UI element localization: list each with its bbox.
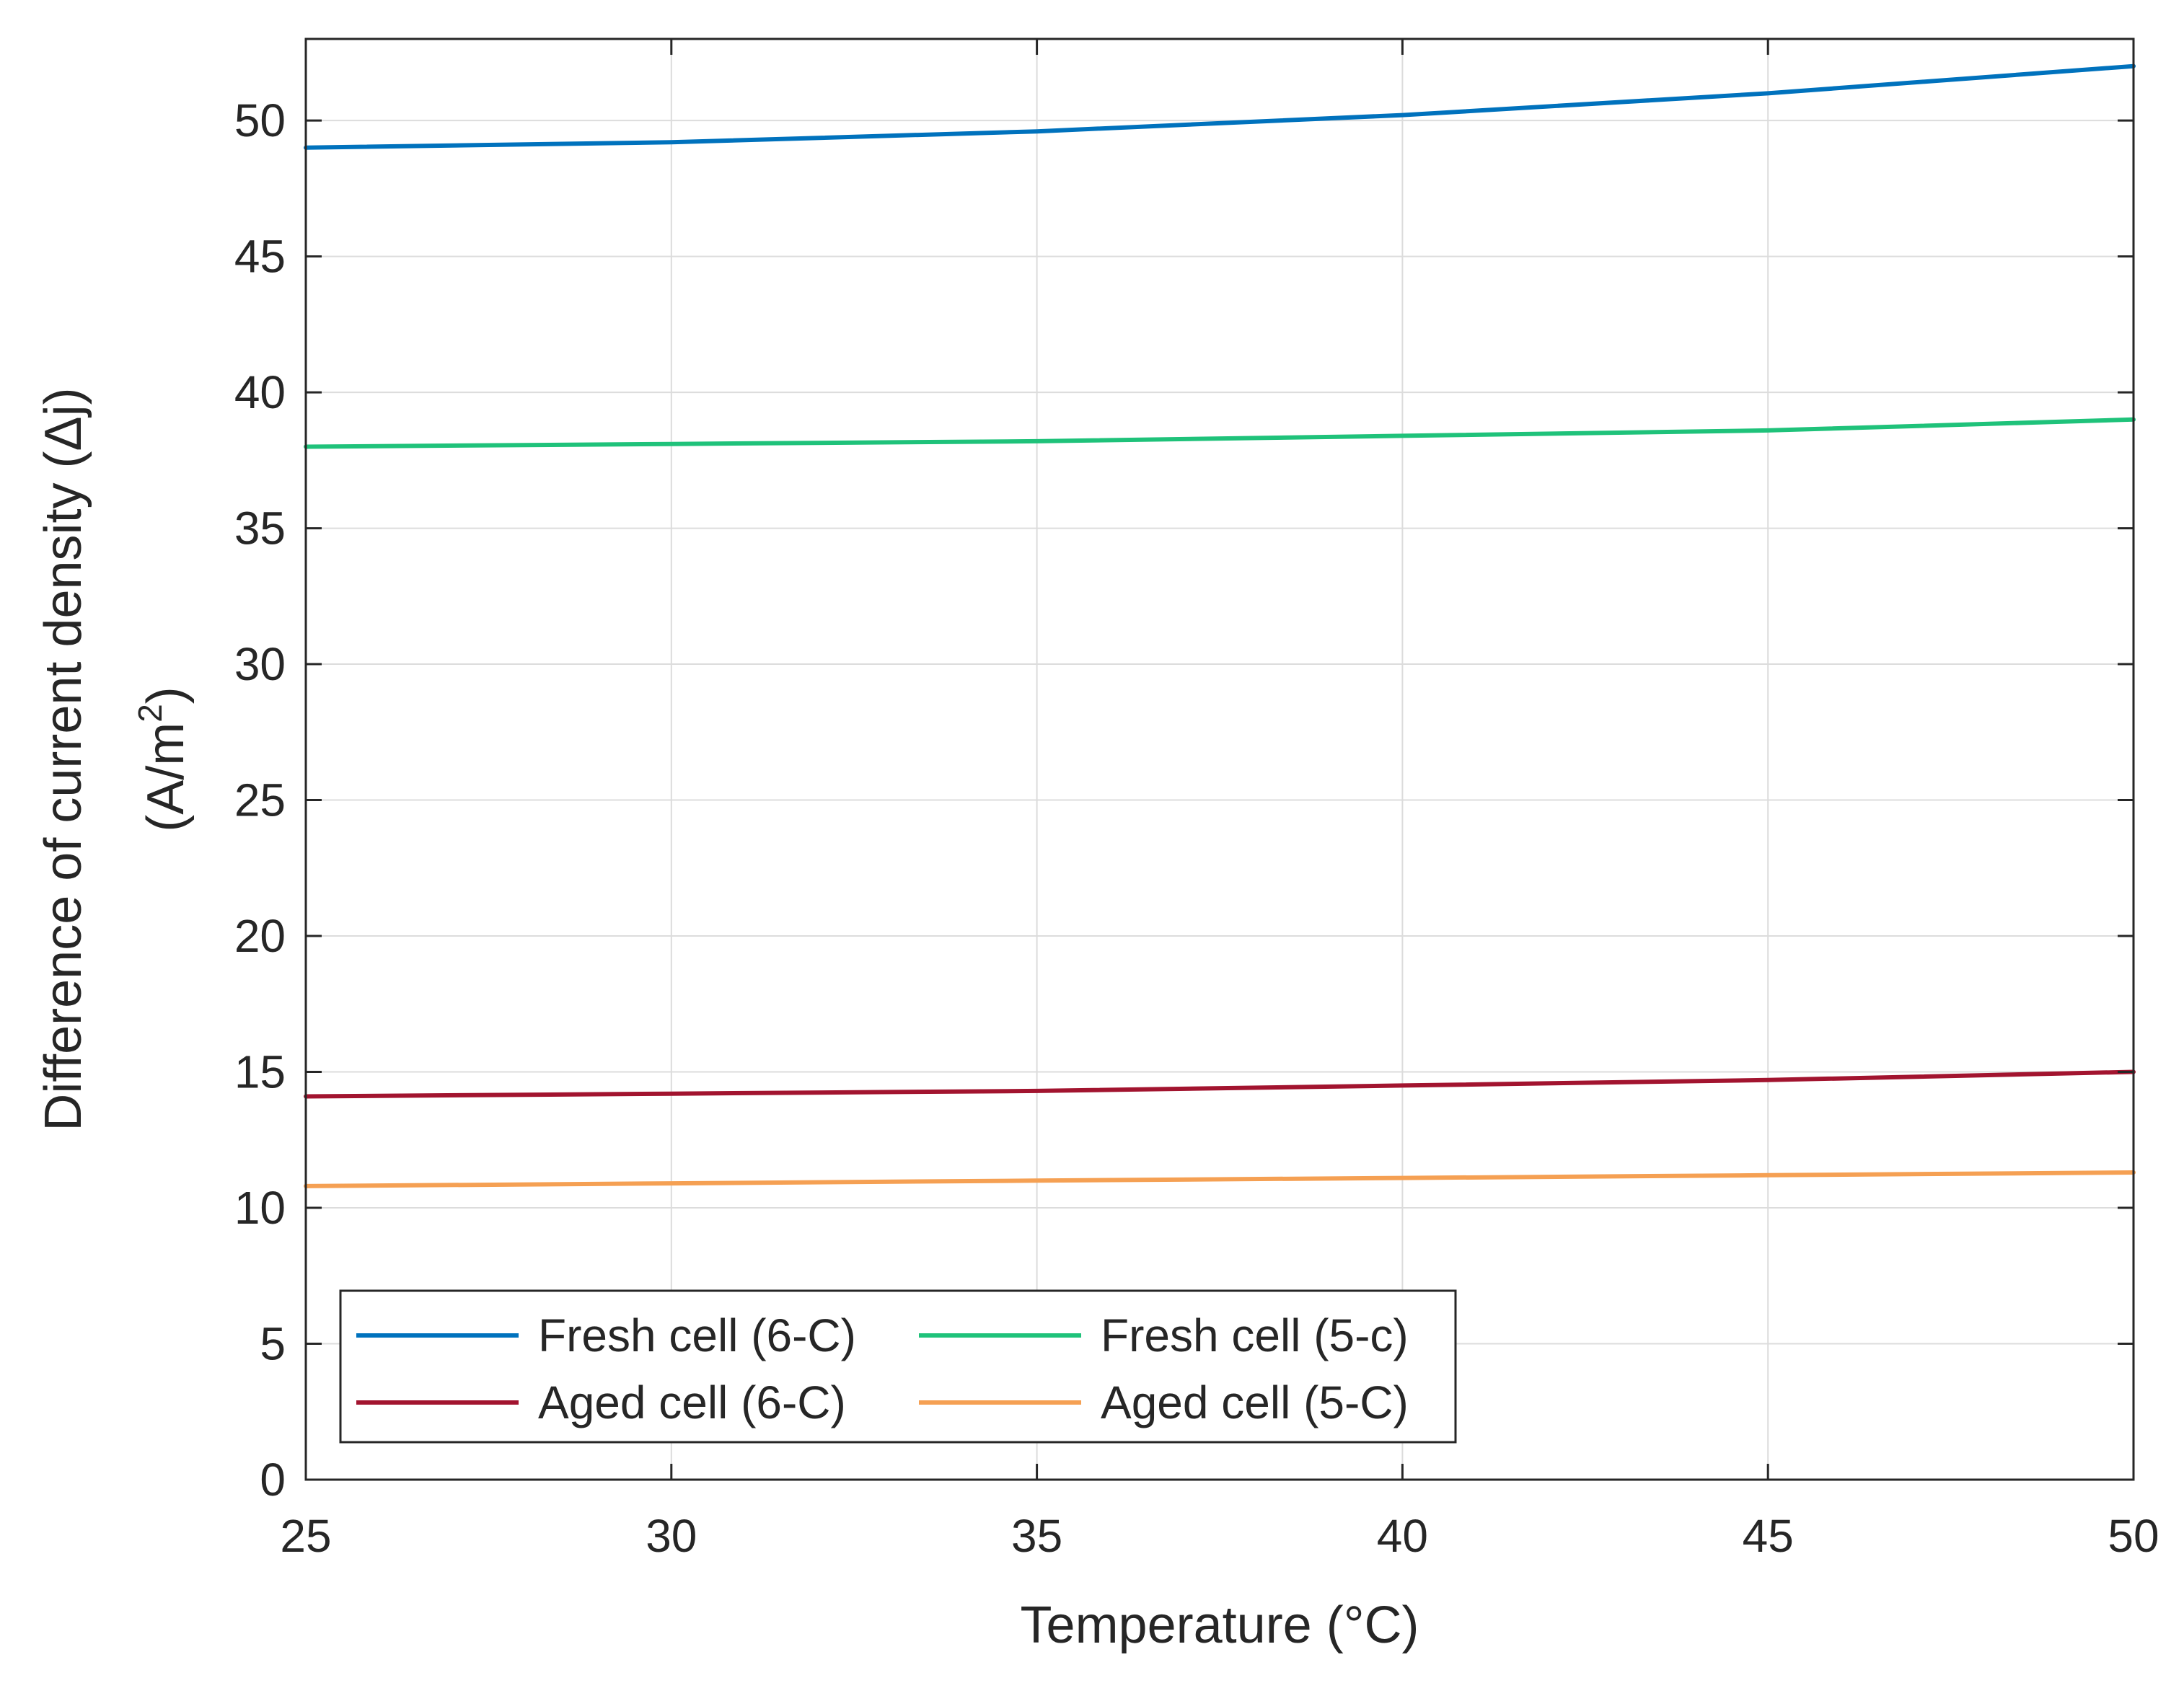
- y-tick-label: 50: [234, 94, 286, 146]
- x-tick-labels: 25 30 35 40 45 50: [280, 1510, 2159, 1562]
- plot-frame: [304, 37, 2135, 1481]
- ticks: [304, 39, 2135, 1481]
- x-axis-title: Temperature (°C): [1021, 1596, 1419, 1654]
- y-tick-label: 40: [234, 366, 286, 418]
- y-tick-label: 15: [234, 1046, 286, 1098]
- series-line: [304, 63, 2136, 150]
- y-axis-unit-superscript: 2: [131, 704, 169, 723]
- y-tick-label: 10: [234, 1182, 286, 1234]
- legend-label: Aged cell (6-C): [538, 1377, 846, 1428]
- series-line: [304, 417, 2136, 449]
- y-axis-title: Difference of current density (Δj) (A/m2…: [35, 387, 195, 1131]
- legend-label: Fresh cell (5-c): [1101, 1309, 1409, 1361]
- y-axis-title-line2: (A/m2): [131, 686, 195, 832]
- x-tick-label: 50: [2108, 1510, 2159, 1562]
- series-line: [304, 1170, 2136, 1188]
- x-tick-label: 35: [1011, 1510, 1062, 1562]
- y-tick-label: 35: [234, 503, 286, 555]
- legend-label: Fresh cell (6-C): [538, 1309, 856, 1361]
- legend-box: [339, 1289, 1457, 1444]
- y-tick-label: 5: [260, 1318, 286, 1370]
- y-axis-unit-suffix: ): [137, 686, 195, 704]
- x-tick-label: 30: [646, 1510, 697, 1562]
- y-tick-label: 0: [260, 1454, 286, 1506]
- series-line: [304, 1069, 2136, 1099]
- y-tick-label: 45: [234, 231, 286, 283]
- y-tick-label: 25: [234, 774, 286, 826]
- series-group: [304, 63, 2136, 1188]
- y-tick-labels: 0 5 10 15 20 25 30 35 40 45 50: [234, 94, 286, 1506]
- y-axis-unit-prefix: (A/m: [137, 723, 195, 832]
- y-tick-label: 20: [234, 910, 286, 962]
- x-tick-label: 45: [1743, 1510, 1794, 1562]
- plot-area: [306, 39, 2134, 1480]
- y-tick-label: 30: [234, 638, 286, 690]
- legend: Fresh cell (6-C) Fresh cell (5-c) Aged cel…: [339, 1289, 1457, 1444]
- y-axis-title-line1: Difference of current density (Δj): [35, 387, 92, 1131]
- x-tick-label: 25: [280, 1510, 331, 1562]
- legend-label: Aged cell (5-C): [1101, 1377, 1409, 1428]
- x-tick-label: 40: [1377, 1510, 1428, 1562]
